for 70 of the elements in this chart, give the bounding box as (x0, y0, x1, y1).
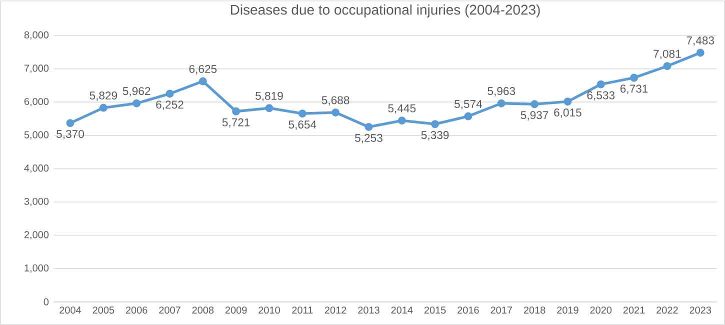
data-label: 5,654 (288, 120, 316, 130)
data-label: 5,962 (122, 87, 150, 96)
x-tick-label: 2015 (424, 306, 446, 314)
data-label: 7,483 (686, 36, 714, 46)
x-tick-label: 2023 (690, 306, 712, 314)
point (265, 104, 274, 112)
data-label: 6,252 (156, 100, 184, 110)
x-tick-label: 2005 (92, 306, 114, 314)
point (332, 108, 340, 117)
y-tick-label: 5,000 (24, 131, 49, 140)
data-label: 5,253 (355, 134, 382, 144)
y-tick-label: 6,000 (24, 98, 49, 106)
data-label: 6,731 (620, 84, 648, 94)
x-tick-label: 2011 (292, 306, 313, 314)
point (364, 123, 373, 132)
x-tick-label: 2017 (490, 306, 512, 314)
data-label: 5,688 (322, 96, 350, 106)
point (66, 119, 74, 128)
data-label: 6,625 (189, 65, 217, 74)
point (596, 80, 605, 88)
y-tick-label: 0 (44, 298, 49, 306)
point (298, 110, 306, 118)
x-tick-label: 2022 (656, 306, 678, 314)
x-tick-label: 2012 (324, 306, 346, 314)
point (166, 90, 174, 98)
data-label: 7,081 (654, 50, 681, 60)
data-label: 5,963 (488, 87, 516, 96)
point (497, 99, 506, 108)
point (530, 100, 539, 108)
point (663, 62, 672, 70)
x-tick-label: 2008 (192, 306, 214, 314)
y-tick-label: 4,000 (24, 164, 49, 173)
data-label: 6,015 (554, 108, 582, 118)
y-tick-label: 3,000 (24, 198, 49, 206)
x-tick-label: 2009 (225, 306, 247, 314)
x-tick-label: 2019 (557, 306, 578, 314)
x-tick-label: 2004 (60, 306, 82, 314)
data-label: 5,819 (256, 92, 283, 102)
data-label: 5,937 (520, 111, 548, 120)
x-tick-label: 2018 (524, 306, 546, 314)
data-label: 6,533 (587, 91, 615, 101)
y-tick-label: 1,000 (24, 264, 49, 273)
data-label: 5,339 (421, 131, 449, 140)
x-tick-label: 2016 (458, 306, 479, 314)
point (132, 99, 141, 108)
data-label: 5,829 (90, 92, 118, 101)
point (99, 104, 108, 112)
data-label: 5,445 (388, 104, 416, 114)
x-tick-label: 2021 (623, 306, 645, 314)
y-tick-label: 2,000 (24, 231, 49, 240)
x-tick-label: 2006 (126, 306, 148, 314)
point (564, 98, 572, 106)
data-label: 5,370 (56, 130, 84, 140)
point (398, 116, 406, 125)
point (431, 120, 440, 128)
x-tick-label: 2010 (258, 306, 280, 314)
data-label: 5,574 (454, 100, 482, 110)
y-tick-label: 7,000 (24, 64, 49, 73)
point (696, 48, 704, 57)
x-tick-label: 2007 (159, 306, 180, 314)
data-label: 5,721 (222, 118, 250, 128)
x-tick-label: 2020 (590, 306, 612, 314)
chart-title: Diseases due to occupational injuries (2004-2023) (230, 4, 540, 18)
point (198, 77, 207, 86)
x-tick-label: 2013 (358, 306, 380, 314)
y-tick-label: 8,000 (24, 31, 49, 40)
point (464, 112, 472, 120)
point (232, 107, 240, 116)
point (630, 74, 638, 82)
x-tick-label: 2014 (391, 306, 413, 314)
